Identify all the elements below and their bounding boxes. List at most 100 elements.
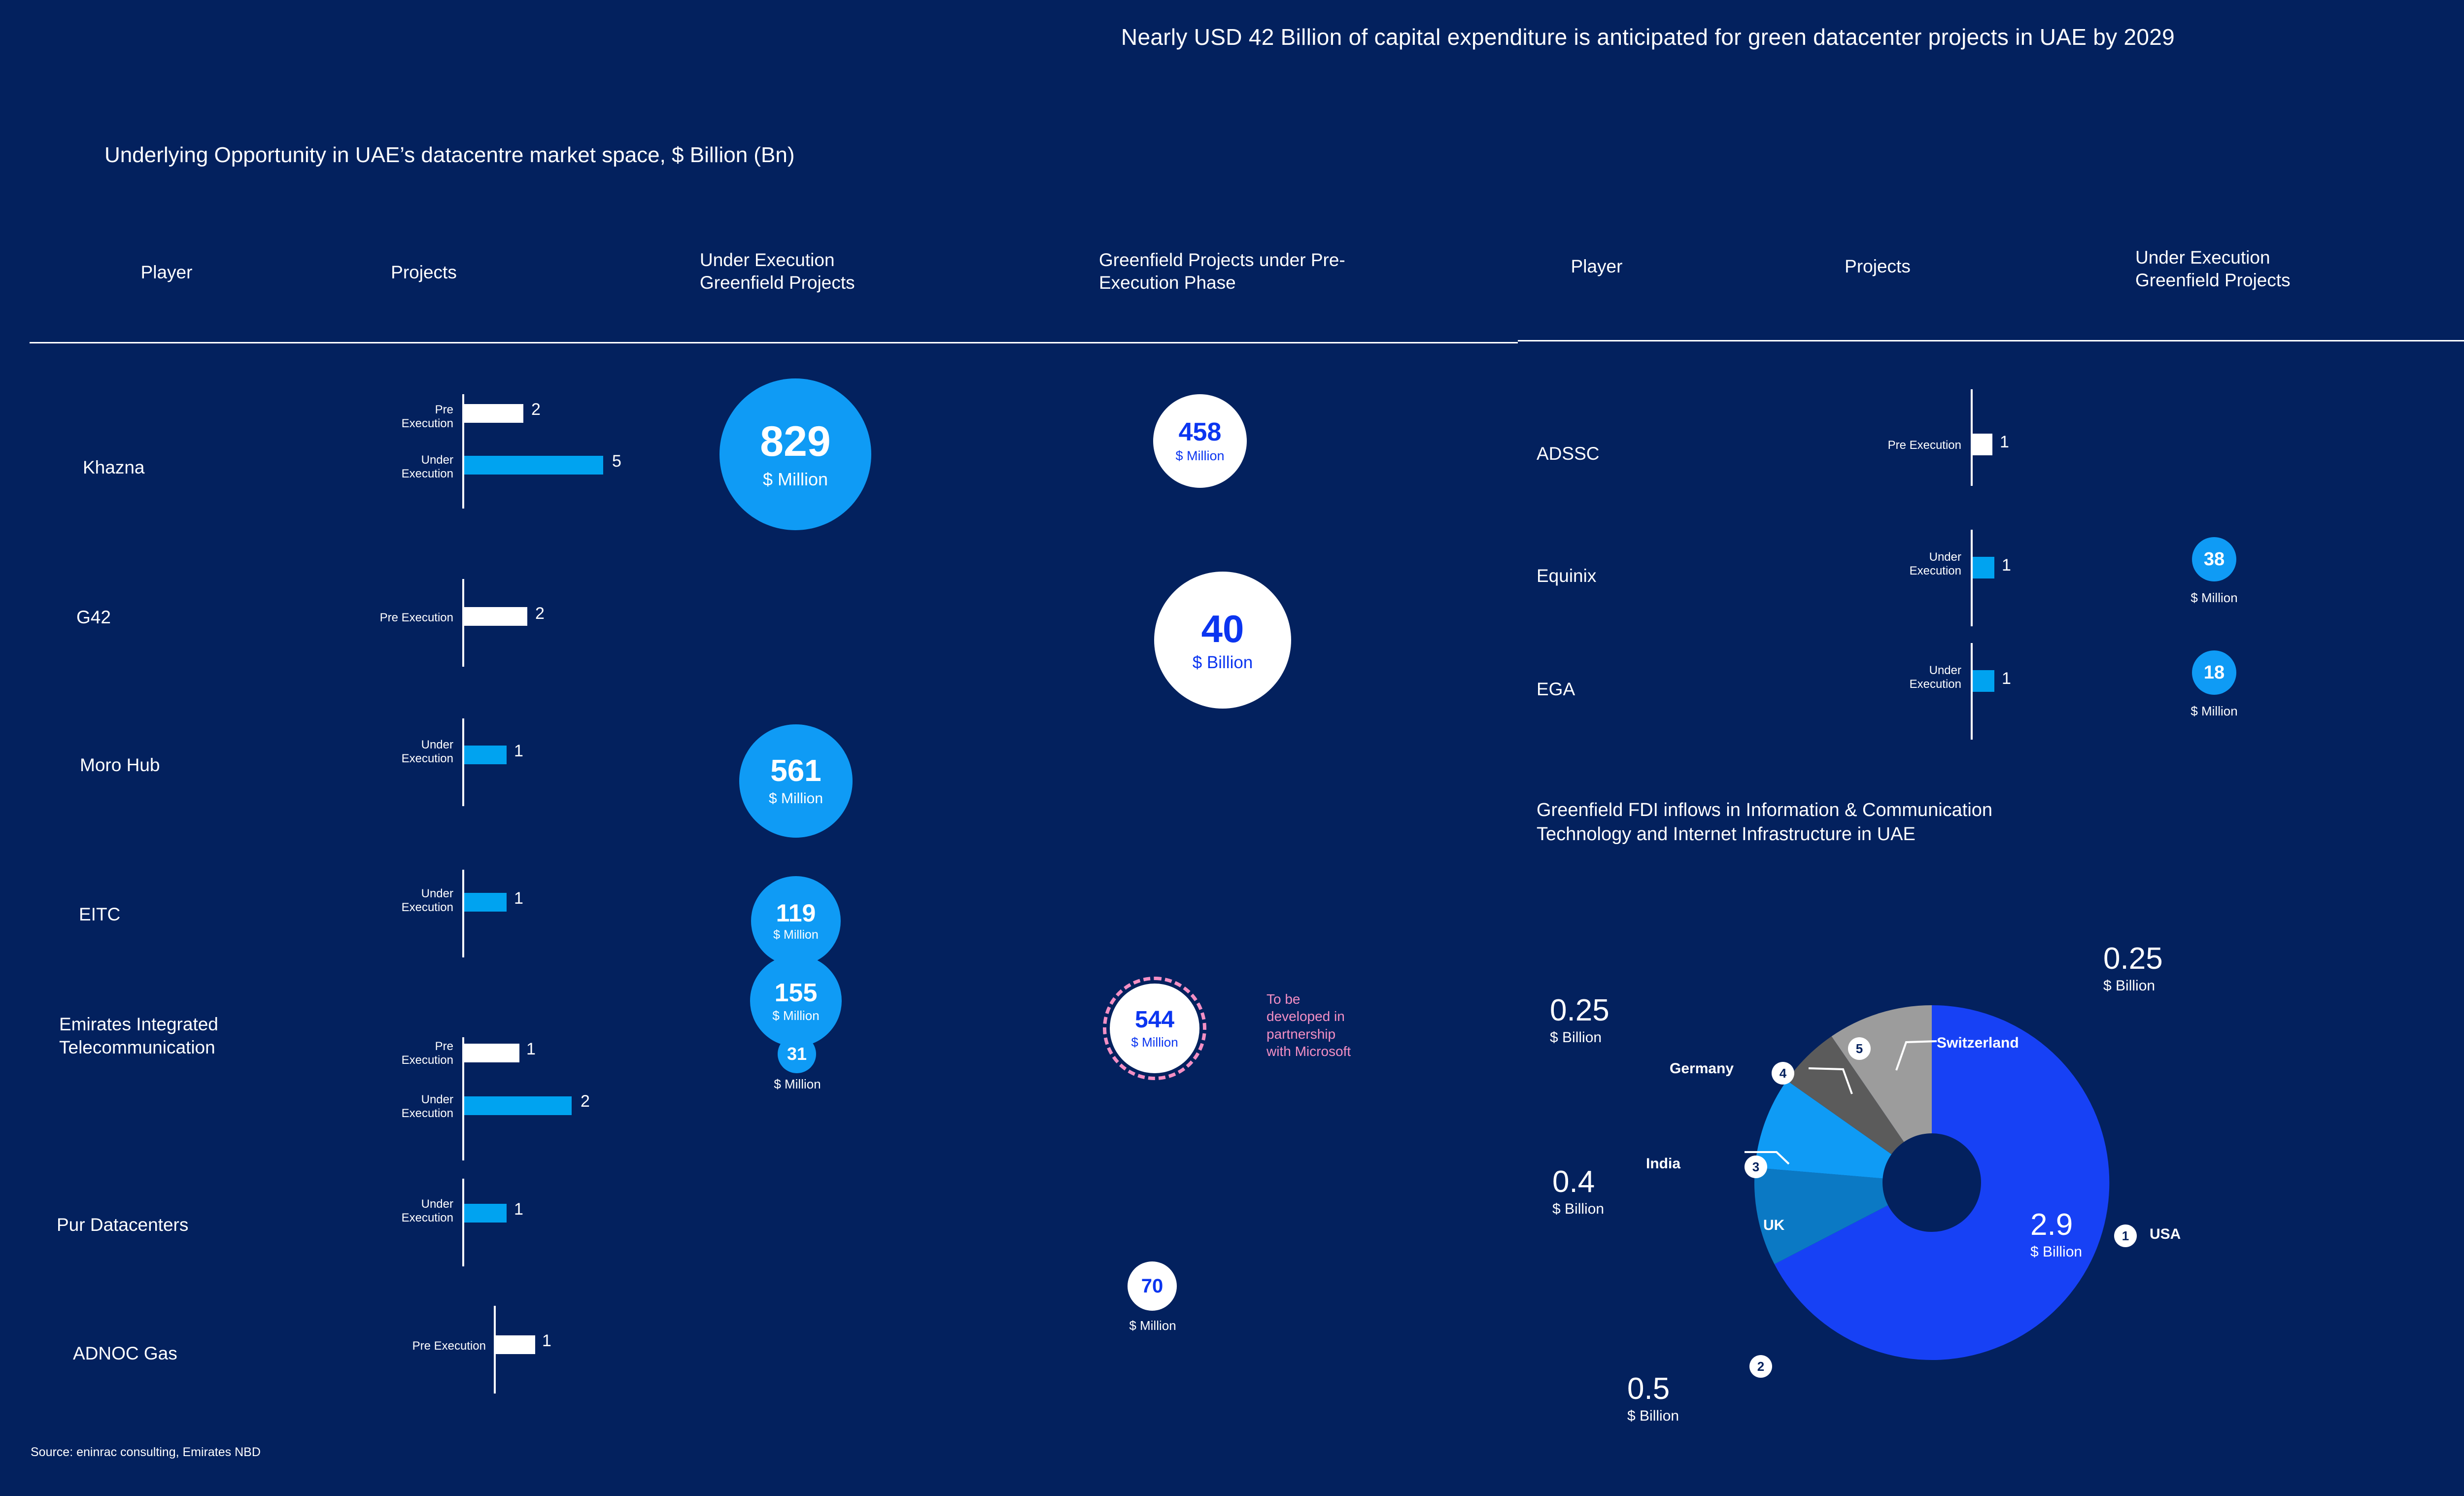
pie-label-usa: USA xyxy=(2150,1226,2181,1242)
kp-label-etisalat: Etisalat xyxy=(2385,1150,2464,1166)
fdi-section-title: Greenfield FDI inflows in Information & … xyxy=(1537,798,2305,847)
player-emirates-line2: Telecommunication xyxy=(59,1037,215,1058)
fdi-pie-chart xyxy=(1745,1005,2110,1360)
adssc-bar-value: 1 xyxy=(2000,433,2009,451)
pie-label-germany: Germany xyxy=(1670,1060,1734,1077)
adnoc-gas-chart-axis xyxy=(494,1306,496,1394)
adssc-chart-axis xyxy=(1971,389,1973,486)
player-g42: G42 xyxy=(76,607,111,627)
pie-leader-india xyxy=(1745,1151,1790,1165)
microsoft-partnership-note: To be developed in partnership with Micr… xyxy=(1266,990,1424,1060)
eitc-chart-axis xyxy=(462,870,464,957)
player-equinix: Equinix xyxy=(1537,566,1597,586)
player-adssc: ADSSC xyxy=(1537,443,1600,464)
eitc-bar-label-under: Under Execution xyxy=(401,887,453,915)
emirates-bar-pre-value: 1 xyxy=(526,1040,536,1058)
ega-bar-under xyxy=(1973,670,1994,692)
moro-hub-chart-axis xyxy=(462,718,464,806)
right-header-projects: Projects xyxy=(1845,256,1911,276)
pie-callout-4: 4 xyxy=(1772,1062,1794,1085)
eitc-group-chart-axis xyxy=(462,1037,464,1160)
microsoft-note-line4: with Microsoft xyxy=(1266,1043,1351,1059)
player-ega: EGA xyxy=(1537,679,1575,699)
left-table-header-rule xyxy=(30,342,1518,343)
bubble-greenfield-458: 458 $ Million xyxy=(1153,394,1247,488)
kp-label-gulf-data-hub: Gulf Data Hub xyxy=(2385,1202,2464,1218)
adnoc-bar-pre xyxy=(496,1335,535,1354)
eitc-bar-under xyxy=(464,893,507,912)
moro-hub-bar-under xyxy=(464,746,507,764)
pur-bar-under-value: 1 xyxy=(514,1200,523,1219)
bubble-under-execution-31-caption: $ Million xyxy=(774,1077,821,1091)
left-header-under-execution-line2: Greenfield Projects xyxy=(700,272,855,293)
bubble-greenfield-544: 544 $ Million xyxy=(1110,984,1199,1073)
player-emirates-integrated-telecom: Emirates Integrated Telecommunication xyxy=(59,1013,218,1059)
player-eitc: EITC xyxy=(79,904,121,924)
bubble-ega-18-caption: $ Million xyxy=(2190,704,2238,718)
ega-bar-label: Under Execution xyxy=(1909,664,1961,691)
ega-chart-axis xyxy=(1971,643,1973,740)
adssc-bar-pre xyxy=(1973,434,1992,455)
khazna-bar-label-pre: Pre Execution xyxy=(401,403,453,431)
pie-slice-india xyxy=(1755,1080,1932,1183)
left-header-greenfield-pre: Greenfield Projects under Pre- Execution… xyxy=(1099,249,1375,294)
g42-bar-label-pre: Pre Execution xyxy=(379,611,453,624)
left-header-under-execution: Under Execution Greenfield Projects xyxy=(700,249,907,294)
equinix-chart-axis xyxy=(1971,530,1973,626)
ega-bar-value: 1 xyxy=(2002,669,2011,688)
pie-slice-germany xyxy=(1786,1036,1932,1183)
right-table-header-rule xyxy=(1518,340,2464,341)
bubble-under-execution-155: 155 $ Million xyxy=(750,955,842,1047)
pie-callout-5: 5 xyxy=(1848,1037,1871,1060)
left-header-greenfield-pre-line2: Execution Phase xyxy=(1099,272,1236,293)
khazna-bar-pre xyxy=(464,404,523,423)
right-header-player: Player xyxy=(1571,256,1623,276)
player-pur-datacenters: Pur Datacenters xyxy=(57,1215,189,1235)
bubble-greenfield-40: 40 $ Billion xyxy=(1154,572,1291,709)
pie-callout-3: 3 xyxy=(1745,1156,1767,1178)
g42-bar-pre-value: 2 xyxy=(535,604,545,623)
pie-label-switzerland: Switzerland xyxy=(1937,1035,2019,1051)
left-header-player: Player xyxy=(140,262,193,282)
g42-chart-axis xyxy=(462,579,464,667)
pur-bar-under xyxy=(464,1204,507,1223)
bubble-ega-18: 18 xyxy=(2192,650,2236,695)
pie-value-switzerland: 0.25 $ Billion xyxy=(2103,942,2163,994)
pie-leader-switzerland xyxy=(1895,1040,1937,1071)
kp-label-kizad: Kizad xyxy=(2385,1358,2464,1374)
source-note: Source: eninrac consulting, Emirates NBD xyxy=(31,1445,261,1459)
bubble-equinix-38-caption: $ Million xyxy=(2190,590,2238,605)
bubble-under-execution-829: 829 $ Million xyxy=(719,378,871,530)
bubble-under-execution-561: 561 $ Million xyxy=(739,724,853,838)
pie-leader-germany xyxy=(1808,1067,1853,1094)
page-title: Nearly USD 42 Billion of capital expendi… xyxy=(1121,24,2175,50)
bubble-under-execution-119: 119 $ Million xyxy=(751,876,841,966)
section-title: Underlying Opportunity in UAE’s datacent… xyxy=(104,143,795,167)
khazna-bar-under xyxy=(464,456,603,475)
emirates-bar-pre xyxy=(464,1044,519,1062)
khazna-bar-label-under: Under Execution xyxy=(401,453,453,481)
equinix-bar-under xyxy=(1973,557,1994,578)
khazna-bar-under-value: 5 xyxy=(612,452,621,471)
player-adnoc-gas: ADNOC Gas xyxy=(73,1343,177,1363)
eitc-bar-under-value: 1 xyxy=(514,889,523,908)
adnoc-bar-label-pre: Pre Execution xyxy=(412,1339,486,1353)
microsoft-note-line1: To be xyxy=(1266,991,1300,1007)
player-emirates-line1: Emirates Integrated xyxy=(59,1014,218,1034)
equinix-bar-value: 1 xyxy=(2002,556,2011,575)
fdi-title-line1: Greenfield FDI inflows in Information & … xyxy=(1537,800,1993,820)
left-header-greenfield-pre-line1: Greenfield Projects under Pre- xyxy=(1099,250,1345,270)
pie-value-uk: 0.5 $ Billion xyxy=(1627,1372,1679,1425)
bubble-greenfield-70: 70 xyxy=(1128,1261,1177,1311)
kp-label-phoenix-group: Phoenix Group xyxy=(2385,1046,2464,1062)
pur-bar-label-under: Under Execution xyxy=(401,1197,453,1225)
fdi-title-line2: Technology and Internet Infrastructure i… xyxy=(1537,824,1916,845)
emirates-bar-label-pre: Pre Execution xyxy=(401,1040,453,1067)
emirates-bar-under xyxy=(464,1096,572,1115)
pie-value-india: 0.4 $ Billion xyxy=(1552,1165,1605,1218)
pie-value-germany: 0.25 $ Billion xyxy=(1550,993,1609,1046)
pie-center-hole xyxy=(1882,1133,1981,1232)
adssc-bar-label: Pre Execution xyxy=(1887,439,1961,452)
microsoft-note-line2: developed in xyxy=(1266,1009,1345,1024)
moro-hub-bar-label-under: Under Execution xyxy=(401,738,453,766)
